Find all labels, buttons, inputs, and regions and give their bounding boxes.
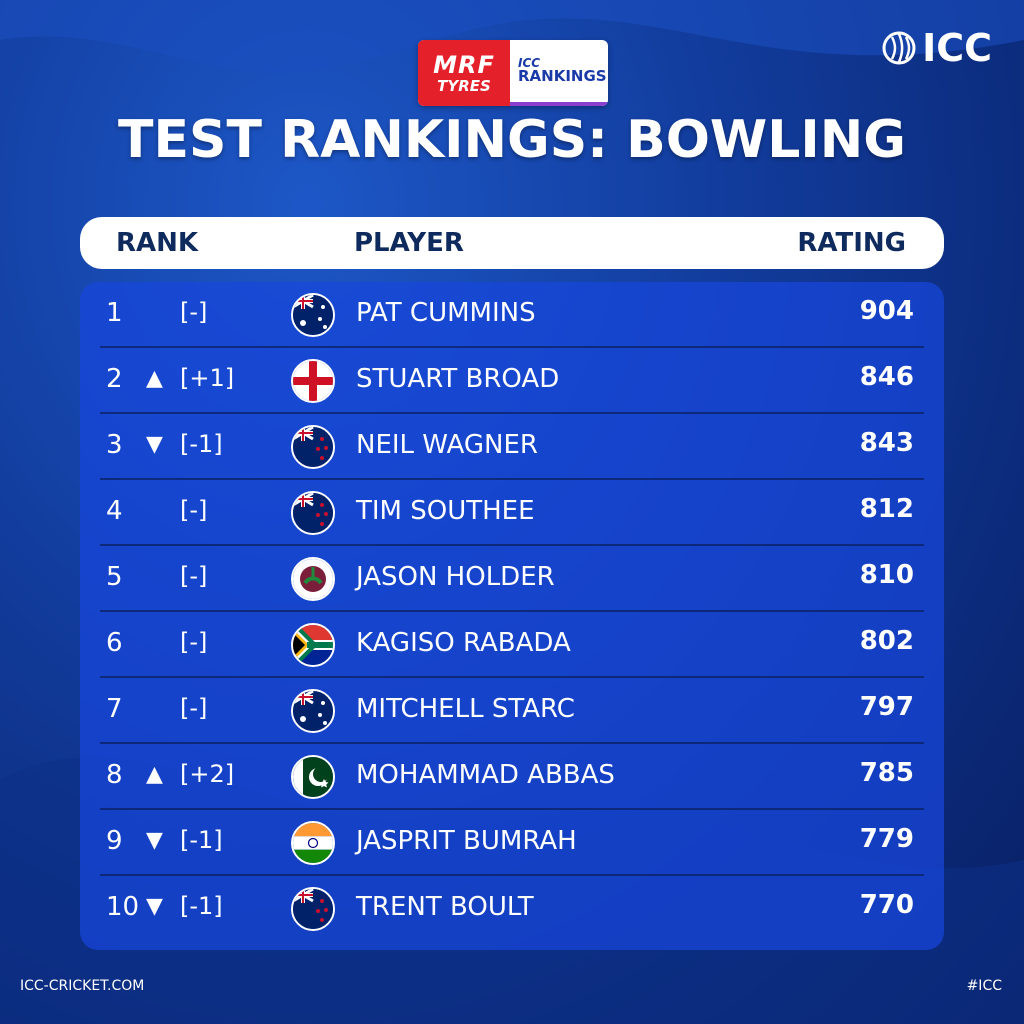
rank-down-icon: ▼ bbox=[146, 432, 163, 457]
table-row: 7 [-] MITCHELL STARC 797 bbox=[80, 678, 944, 744]
england-flag-icon bbox=[291, 359, 335, 403]
australia-flag-icon bbox=[291, 293, 335, 337]
player-rating: 802 bbox=[859, 626, 914, 656]
row-divider bbox=[100, 346, 924, 348]
rank-change: [-] bbox=[180, 496, 208, 524]
player-name: PAT CUMMINS bbox=[356, 298, 536, 328]
rank-change: [+2] bbox=[180, 760, 235, 788]
player-rating: 785 bbox=[859, 758, 914, 788]
rank-number: 6 bbox=[106, 628, 123, 658]
rank-number: 8 bbox=[106, 760, 123, 790]
rank-number: 10 bbox=[106, 892, 140, 922]
rank-down-icon: ▼ bbox=[146, 894, 163, 919]
row-divider bbox=[100, 544, 924, 546]
player-rating: 904 bbox=[859, 296, 914, 326]
rank-change: [-] bbox=[180, 298, 208, 326]
player-name: MOHAMMAD ABBAS bbox=[356, 760, 615, 790]
table-row: 3 ▼ [-1] NEIL WAGNER 843 bbox=[80, 414, 944, 480]
row-divider bbox=[100, 874, 924, 876]
rank-down-icon: ▼ bbox=[146, 828, 163, 853]
rank-number: 9 bbox=[106, 826, 123, 856]
player-rating: 779 bbox=[859, 824, 914, 854]
india-flag-icon bbox=[291, 821, 335, 865]
page-title: TEST RANKINGS: BOWLING bbox=[118, 110, 906, 170]
table-row: 2 ▲ [+1] STUART BROAD 846 bbox=[80, 348, 944, 414]
rank-up-icon: ▲ bbox=[146, 762, 163, 787]
mrf-tyres-logo: MRF TYRES bbox=[418, 40, 510, 106]
rank-up-icon: ▲ bbox=[146, 366, 163, 391]
player-rating: 770 bbox=[859, 890, 914, 920]
pakistan-flag-icon bbox=[291, 755, 335, 799]
rank-number: 4 bbox=[106, 496, 123, 526]
table-row: 6 [-] KAGISO RABADA 802 bbox=[80, 612, 944, 678]
rank-change: [-] bbox=[180, 628, 208, 656]
icc-logo-text: ICC bbox=[922, 26, 992, 70]
rank-change: [-1] bbox=[180, 826, 223, 854]
table-row: 10 ▼ [-1] TRENT BOULT 770 bbox=[80, 876, 944, 942]
table-row: 4 [-] TIM SOUTHEE 812 bbox=[80, 480, 944, 546]
table-row: 9 ▼ [-1] JASPRIT BUMRAH 779 bbox=[80, 810, 944, 876]
new-zealand-flag-icon bbox=[291, 887, 335, 931]
header-player: PLAYER bbox=[354, 228, 464, 258]
player-name: TIM SOUTHEE bbox=[356, 496, 535, 526]
hashtag: #ICC bbox=[966, 978, 1002, 994]
player-name: JASPRIT BUMRAH bbox=[356, 826, 577, 856]
row-divider bbox=[100, 610, 924, 612]
table-row: 1 [-] PAT CUMMINS 904 bbox=[80, 282, 944, 348]
row-divider bbox=[100, 808, 924, 810]
rank-change: [-1] bbox=[180, 430, 223, 458]
player-rating: 797 bbox=[859, 692, 914, 722]
icc-logo: ICC bbox=[882, 26, 992, 70]
rank-number: 2 bbox=[106, 364, 123, 394]
row-divider bbox=[100, 412, 924, 414]
rank-change: [+1] bbox=[180, 364, 235, 392]
rank-change: [-1] bbox=[180, 892, 223, 920]
new-zealand-flag-icon bbox=[291, 491, 335, 535]
icc-cricket-ball-icon bbox=[882, 31, 916, 65]
player-name: JASON HOLDER bbox=[356, 562, 555, 592]
player-name: NEIL WAGNER bbox=[356, 430, 538, 460]
rank-change: [-] bbox=[180, 694, 208, 722]
rankings-panel: 1 [-] PAT CUMMINS 904 2 ▲ [+1] STUART BR… bbox=[80, 282, 944, 950]
australia-flag-icon bbox=[291, 689, 335, 733]
website-link[interactable]: ICC-CRICKET.COM bbox=[20, 978, 145, 994]
rank-change: [-] bbox=[180, 562, 208, 590]
player-rating: 843 bbox=[859, 428, 914, 458]
player-name: KAGISO RABADA bbox=[356, 628, 571, 658]
header-rating: RATING bbox=[797, 228, 906, 258]
player-rating: 812 bbox=[859, 494, 914, 524]
icc-rankings-logo: ICC RANKINGS bbox=[510, 40, 608, 106]
table-header: RANK PLAYER RATING bbox=[80, 217, 944, 269]
west-indies-flag-icon bbox=[291, 557, 335, 601]
row-divider bbox=[100, 478, 924, 480]
row-divider bbox=[100, 676, 924, 678]
player-name: MITCHELL STARC bbox=[356, 694, 575, 724]
new-zealand-flag-icon bbox=[291, 425, 335, 469]
table-row: 8 ▲ [+2] MOHAMMAD ABBAS 785 bbox=[80, 744, 944, 810]
south-africa-flag-icon bbox=[291, 623, 335, 667]
rank-number: 7 bbox=[106, 694, 123, 724]
player-rating: 810 bbox=[859, 560, 914, 590]
table-row: 5 [-] JASON HOLDER 810 bbox=[80, 546, 944, 612]
rank-number: 1 bbox=[106, 298, 123, 328]
sponsor-badge: MRF TYRES ICC RANKINGS bbox=[418, 40, 608, 106]
row-divider bbox=[100, 742, 924, 744]
player-name: STUART BROAD bbox=[356, 364, 560, 394]
rank-number: 3 bbox=[106, 430, 123, 460]
header-rank: RANK bbox=[116, 228, 199, 258]
rank-number: 5 bbox=[106, 562, 123, 592]
player-rating: 846 bbox=[859, 362, 914, 392]
player-name: TRENT BOULT bbox=[356, 892, 534, 922]
